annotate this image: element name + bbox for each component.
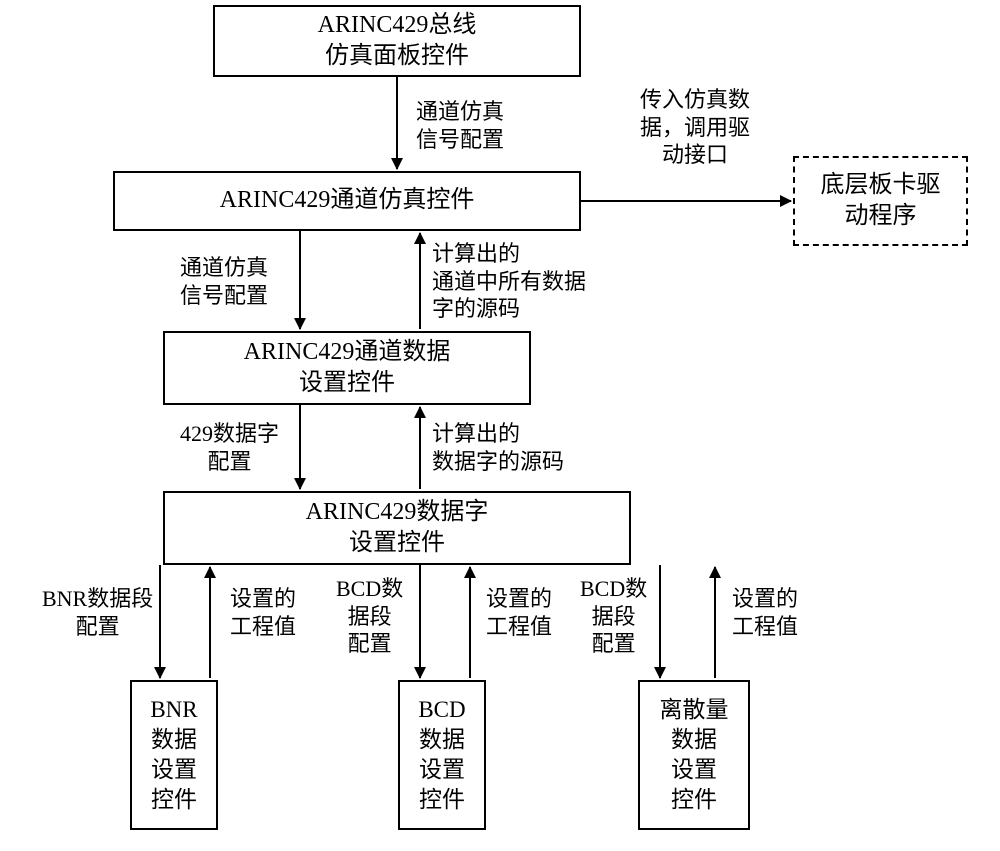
text: ARINC429通道数据 [244,337,451,368]
text: ARINC429通道仿真控件 [220,185,475,216]
label-a4r: 计算出的 数据字的源码 [432,420,564,475]
box-channel-data: ARINC429通道数据 设置控件 [163,331,531,405]
box-driver: 底层板卡驱 动程序 [793,156,968,246]
label-a3l: 通道仿真 信号配置 [180,254,268,309]
text: 设置 [671,755,717,785]
text: 离散量 [660,695,729,725]
text: 仿真面板控件 [325,41,469,72]
text: 控件 [151,785,197,815]
text: 控件 [419,785,465,815]
text: 设置控件 [299,368,395,399]
label-b3r: 设置的 工程值 [732,585,798,640]
box-channel-sim: ARINC429通道仿真控件 [113,171,581,231]
box-bcd: BCD 数据 设置 控件 [398,680,486,830]
text: BCD [418,695,465,725]
label-a1: 通道仿真 信号配置 [416,98,504,153]
text: 控件 [671,785,717,815]
label-b3l: BCD数 据段 配置 [580,575,647,658]
box-discrete: 离散量 数据 设置 控件 [638,680,750,830]
label-b1l: BNR数据段 配置 [42,585,153,640]
label-a3r: 计算出的 通道中所有数据 字的源码 [432,240,586,323]
text: ARINC429总线 [318,10,477,41]
label-b2r: 设置的 工程值 [486,585,552,640]
label-b1r: 设置的 工程值 [230,585,296,640]
box-bnr: BNR 数据 设置 控件 [130,680,218,830]
text: ARINC429数据字 [306,497,489,528]
box-bus-panel: ARINC429总线 仿真面板控件 [213,5,581,77]
text: 动程序 [845,201,917,232]
text: 设置 [419,755,465,785]
text: 数据 [419,725,465,755]
label-b2l: BCD数 据段 配置 [336,575,403,658]
text: 设置控件 [349,528,445,559]
text: 底层板卡驱 [821,170,941,201]
text: 数据 [151,725,197,755]
text: BNR [150,695,197,725]
text: 设置 [151,755,197,785]
text: 数据 [671,725,717,755]
label-a4l: 429数据字 配置 [180,420,279,475]
box-data-word: ARINC429数据字 设置控件 [163,491,631,565]
label-a2: 传入仿真数 据，调用驱 动接口 [640,86,750,169]
